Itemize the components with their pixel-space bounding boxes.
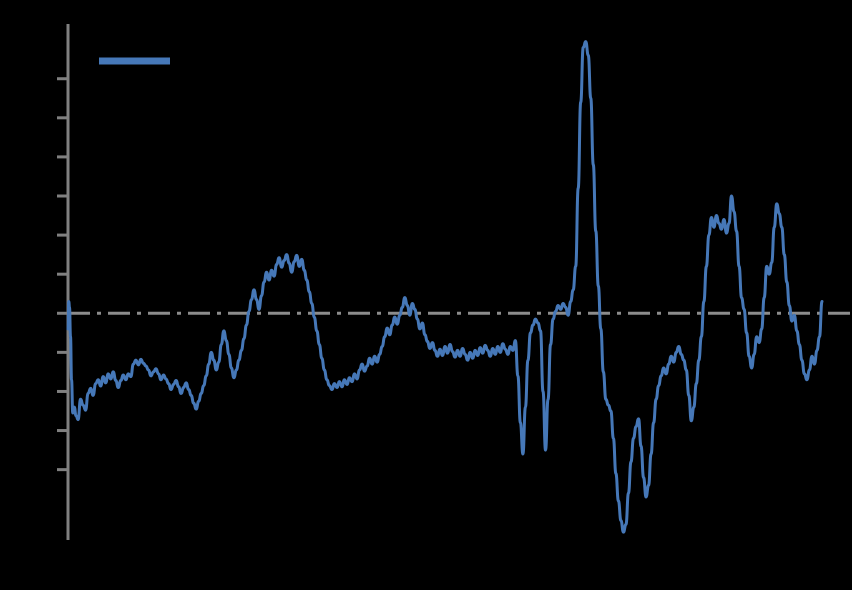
series-line-primary [66,40,824,534]
series-group [66,40,824,534]
y-axis [57,24,70,540]
y-axis-ticks [57,77,68,472]
